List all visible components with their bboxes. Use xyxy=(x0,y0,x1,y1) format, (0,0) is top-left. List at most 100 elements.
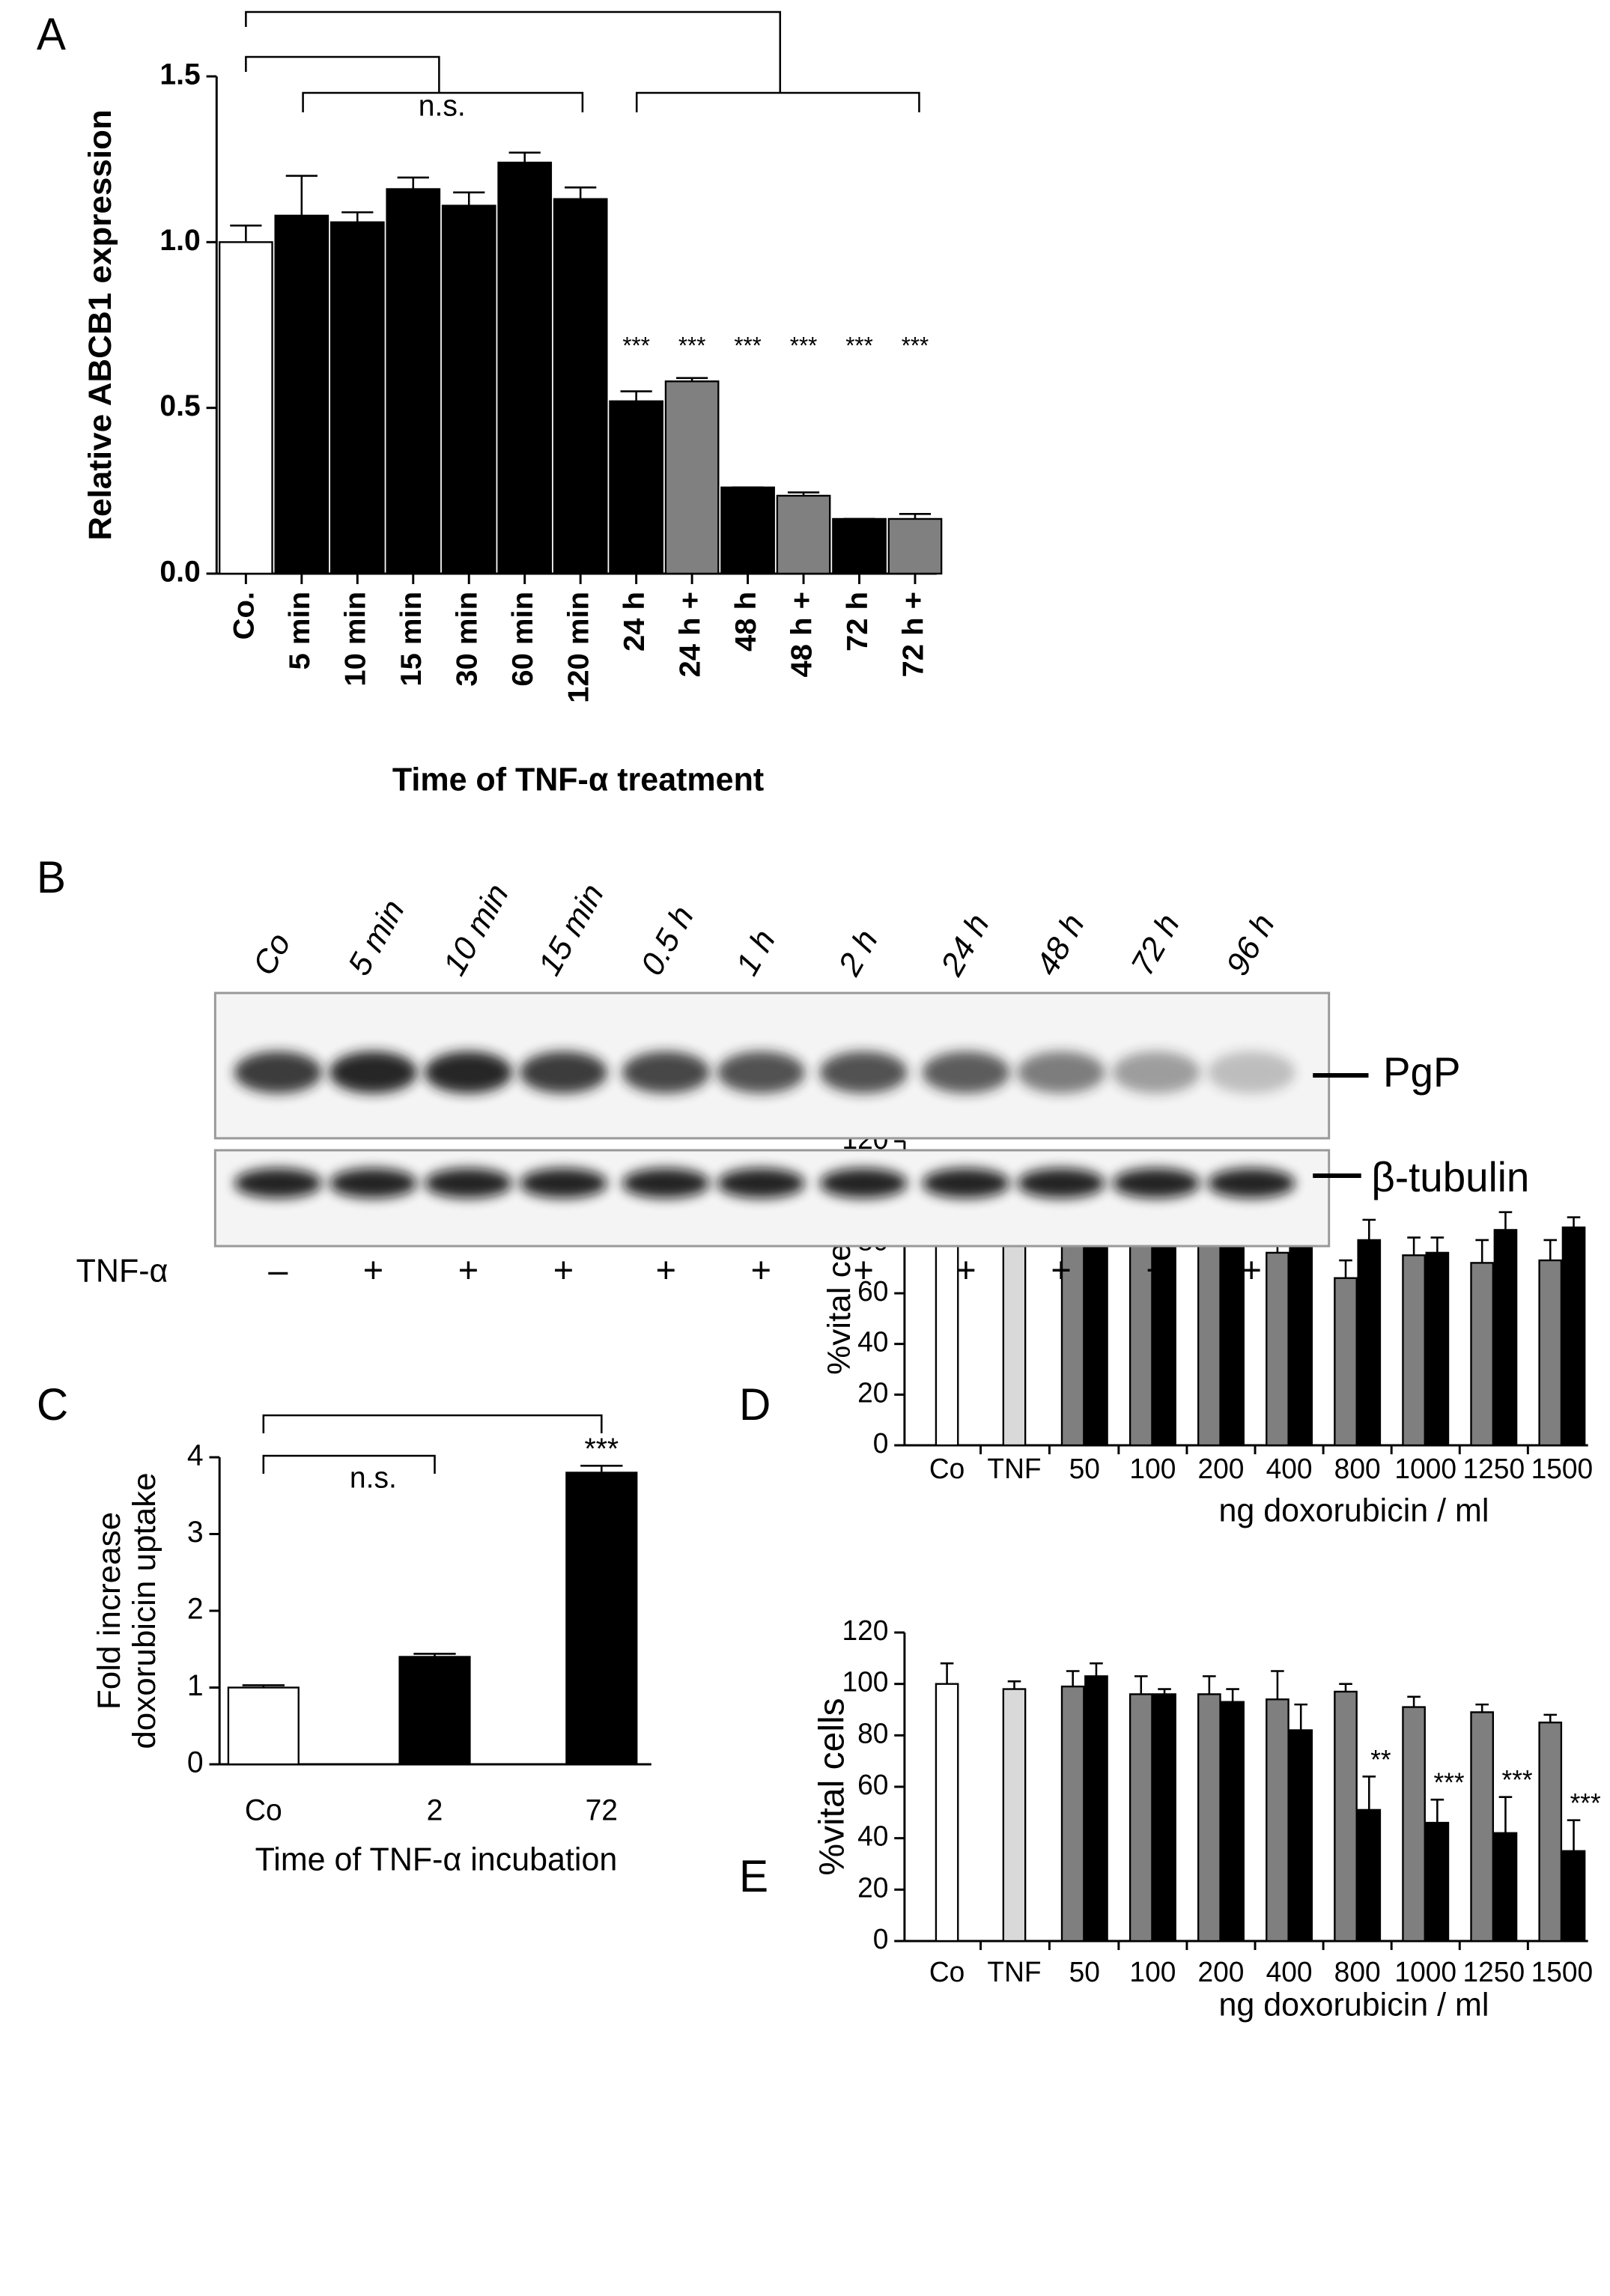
error-bar xyxy=(1567,1216,1581,1228)
error-bar xyxy=(1294,1703,1307,1731)
note: n.s. xyxy=(350,1461,397,1495)
bar xyxy=(441,204,496,575)
lane-label: Co xyxy=(246,927,298,982)
bar xyxy=(1493,1229,1518,1447)
error-bar xyxy=(580,1464,623,1473)
y-tick-label: 80 xyxy=(857,1717,888,1749)
treatment-label: TNF-α xyxy=(76,1253,168,1290)
error-bar xyxy=(1543,1239,1558,1261)
bar xyxy=(1470,1711,1495,1943)
band xyxy=(1017,1051,1105,1093)
y-tick-label: 1.5 xyxy=(160,58,200,91)
error-bar xyxy=(1226,1688,1239,1702)
bar xyxy=(497,161,553,575)
x-tick-label: 24 h xyxy=(618,592,650,652)
error-bar xyxy=(1134,1675,1148,1695)
lane-label: 5 min xyxy=(341,893,412,981)
y-tick-label: 40 xyxy=(857,1325,888,1357)
error-bar xyxy=(397,176,429,189)
error-bar xyxy=(1543,1713,1558,1723)
treatment-sign: + xyxy=(1146,1251,1166,1291)
x-tick-label: 1000 xyxy=(1394,1453,1456,1484)
band-label: β-tubulin xyxy=(1371,1153,1529,1200)
lane-label: 0.5 h xyxy=(634,900,701,982)
lane-label: 24 h xyxy=(934,908,996,982)
significance: *** xyxy=(1502,1765,1533,1795)
error-bar xyxy=(1407,1695,1421,1707)
treatment-sign: + xyxy=(853,1251,873,1291)
bracket xyxy=(635,91,920,112)
lane-label: 1 h xyxy=(729,924,783,982)
error-bar xyxy=(1475,1703,1489,1713)
x-tick-label: 400 xyxy=(1266,1453,1313,1484)
y-tick-label: 1 xyxy=(187,1669,204,1703)
x-tick-label: Co. xyxy=(228,592,260,640)
x-tick-label: 24 h + xyxy=(674,592,706,677)
x-axis-title: Time of TNF-α treatment xyxy=(392,762,764,798)
error-bar xyxy=(1407,1236,1421,1256)
x-tick-label: 800 xyxy=(1334,1453,1381,1484)
y-tick-label: 20 xyxy=(857,1871,888,1903)
lane-label: 10 min xyxy=(437,878,516,982)
bar xyxy=(1493,1832,1518,1943)
panel-label: C xyxy=(37,1379,68,1430)
bar xyxy=(565,1472,638,1766)
x-tick-label: 120 min xyxy=(562,592,595,703)
band xyxy=(519,1168,608,1198)
y-tick-label: 1.0 xyxy=(160,223,200,257)
band xyxy=(1017,1168,1105,1198)
y-tick-label: 20 xyxy=(857,1376,888,1408)
error-bar xyxy=(230,224,262,243)
significance: *** xyxy=(1433,1767,1464,1797)
bracket xyxy=(262,1414,603,1433)
error-bar xyxy=(1475,1239,1489,1263)
x-axis-title: Time of TNF-α incubation xyxy=(255,1841,618,1878)
error-bar xyxy=(620,390,652,401)
y-tick-label: 4 xyxy=(187,1439,204,1472)
error-bar xyxy=(1066,1670,1080,1687)
bar xyxy=(1334,1277,1358,1447)
bar xyxy=(1402,1706,1426,1943)
bar xyxy=(1334,1690,1358,1943)
bar xyxy=(887,517,943,575)
y-tick-label: 0 xyxy=(187,1746,204,1779)
treatment-sign: + xyxy=(553,1251,574,1291)
error-bar xyxy=(787,491,820,496)
bar xyxy=(1425,1821,1450,1943)
bar xyxy=(1060,1685,1085,1943)
y-tick-label: 0 xyxy=(873,1427,889,1459)
bracket xyxy=(245,55,440,93)
bar xyxy=(1152,1231,1176,1447)
bar xyxy=(1197,1242,1221,1447)
x-tick-label: 100 xyxy=(1129,1956,1176,1987)
bracket xyxy=(262,1454,436,1474)
bar xyxy=(1289,1226,1313,1447)
bar xyxy=(227,1686,300,1766)
y-tick-label: 0 xyxy=(873,1923,889,1955)
band xyxy=(329,1051,418,1093)
bar xyxy=(1470,1262,1495,1447)
significance: *** xyxy=(585,1432,619,1466)
x-tick-label: 100 xyxy=(1129,1453,1176,1484)
error-bar xyxy=(1498,1211,1513,1230)
error-bar xyxy=(1430,1236,1445,1253)
band xyxy=(819,1168,908,1198)
significance: *** xyxy=(1570,1788,1601,1818)
error-bar xyxy=(1271,1670,1284,1700)
error-bar xyxy=(1090,1662,1103,1677)
error-bar xyxy=(285,174,318,216)
bar xyxy=(832,517,887,575)
y-tick-label: 120 xyxy=(842,1615,888,1646)
x-tick-label: 48 h + xyxy=(786,592,818,677)
x-tick-label: 72 xyxy=(586,1794,618,1827)
bar xyxy=(1561,1850,1586,1943)
y-axis-title: Fold increase xyxy=(91,1512,127,1710)
error-bar xyxy=(1498,1796,1513,1833)
band xyxy=(1207,1168,1295,1198)
x-tick-label: 50 xyxy=(1069,1956,1100,1987)
bar xyxy=(1266,1251,1289,1447)
x-tick-label: 48 h xyxy=(729,592,762,652)
band xyxy=(622,1168,710,1198)
significance: *** xyxy=(902,332,929,359)
bar xyxy=(1221,1242,1245,1447)
